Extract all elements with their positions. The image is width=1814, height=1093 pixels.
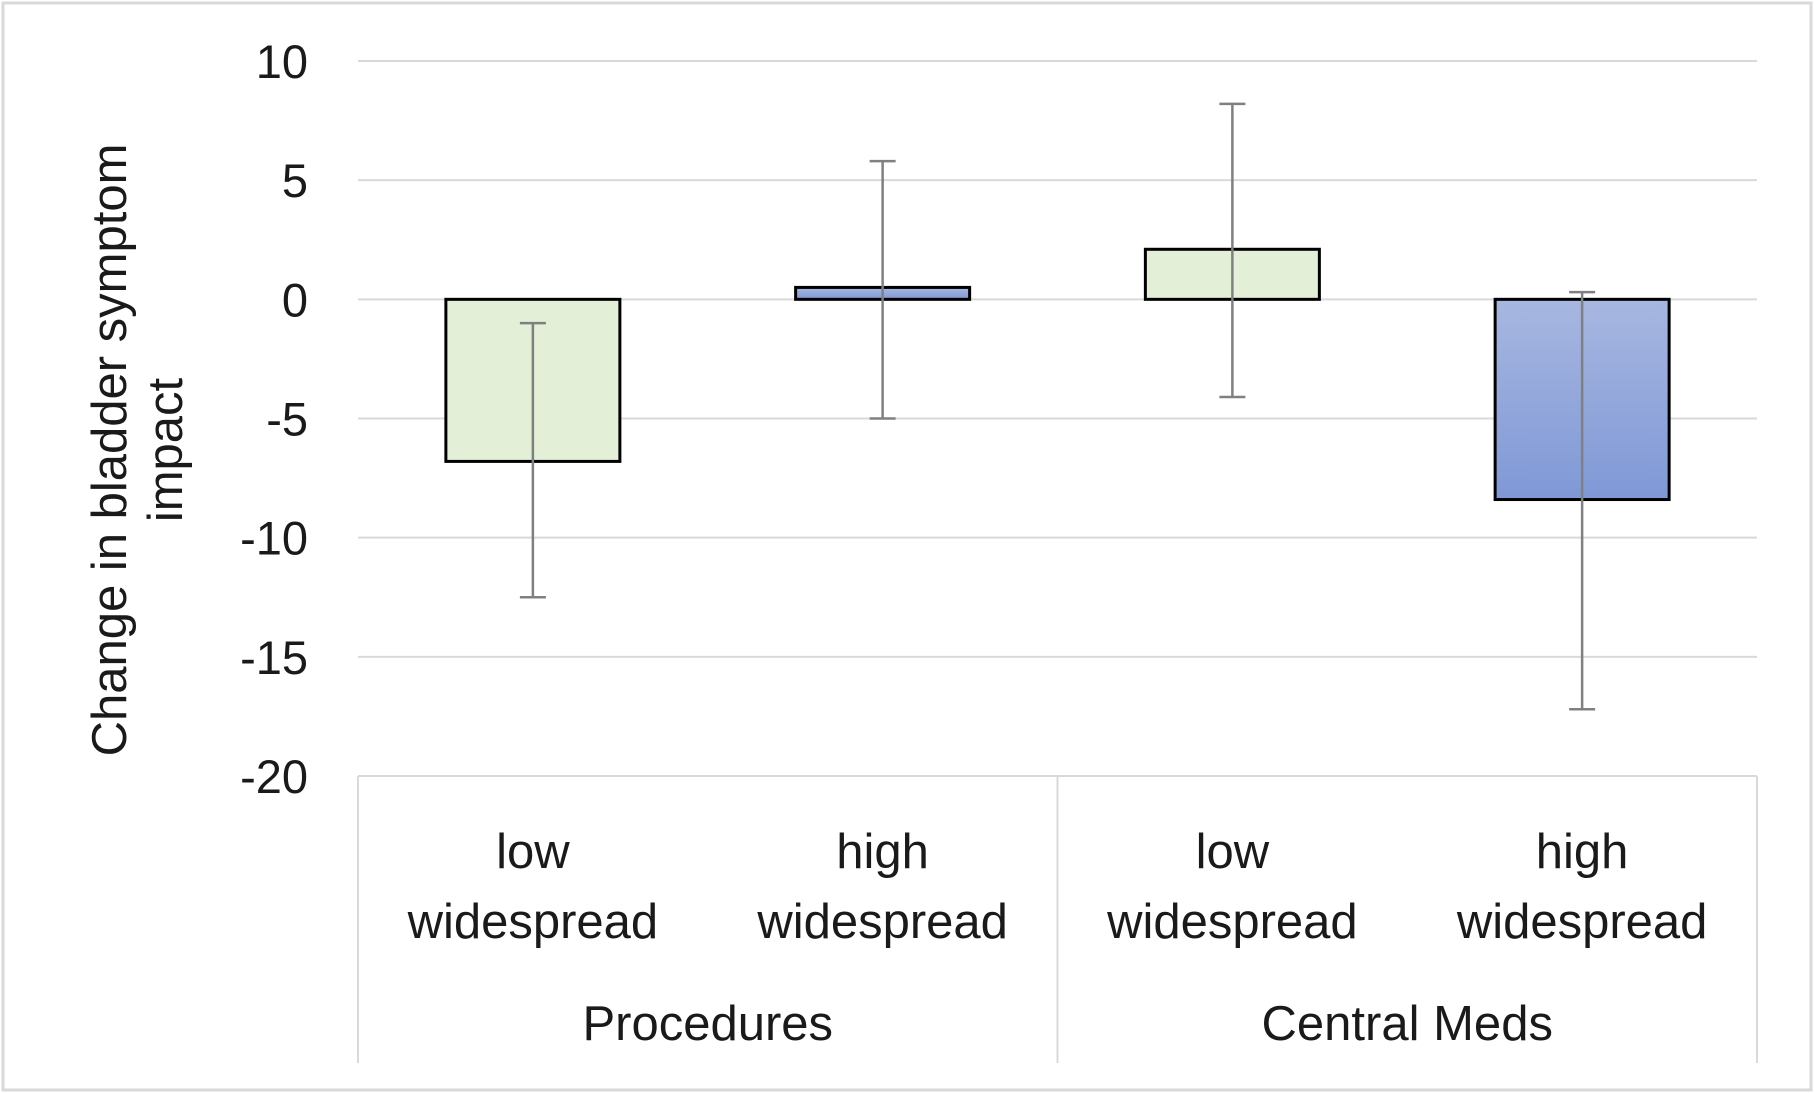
y-tick-label: 10: [256, 35, 308, 88]
y-axis-title-line-2: impact: [139, 377, 193, 522]
y-axis-title: Change in bladder symptom impact: [83, 144, 193, 757]
category-label: widespread: [1106, 895, 1358, 949]
category-label: low: [1196, 825, 1270, 879]
category-label: high: [1536, 825, 1629, 879]
group-label: Procedures: [582, 997, 833, 1051]
category-label: widespread: [407, 895, 659, 949]
group-label: Central Meds: [1262, 997, 1553, 1051]
y-axis-ticks: 10 5 0 -5 -10 -15 -20: [240, 35, 308, 803]
y-tick-label: -10: [240, 512, 308, 565]
y-tick-label: -20: [240, 750, 308, 803]
y-tick-label: -15: [240, 631, 308, 684]
y-tick-label: -5: [266, 393, 308, 446]
category-axis-box: [357, 775, 1758, 1063]
category-label: high: [836, 825, 929, 879]
y-tick-label: 0: [282, 273, 308, 326]
y-tick-label: 5: [282, 154, 308, 207]
category-label: widespread: [756, 895, 1008, 949]
category-label: low: [496, 825, 570, 879]
y-axis-title-line-1: Change in bladder symptom: [83, 144, 137, 757]
category-label: widespread: [1456, 895, 1708, 949]
x-axis-labels: low widespread high widespread Procedures low…: [407, 825, 1708, 1051]
error-bars: [519, 102, 1596, 711]
